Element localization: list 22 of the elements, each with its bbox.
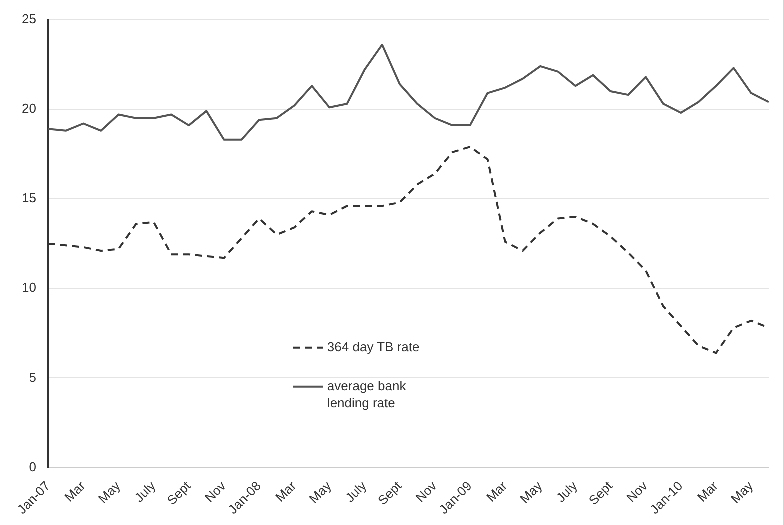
x-tick-label: Mar [694,478,722,505]
x-tick-label: Nov [412,478,440,506]
x-tick-label: July [342,478,370,506]
y-tick-label: 10 [22,280,36,296]
y-tick-label: 20 [22,100,36,116]
x-tick-label: Mar [272,478,300,505]
x-tick-label: Nov [624,478,651,506]
x-tick-label: May [517,478,546,506]
legend-label: average bank lending rate [327,378,407,410]
y-tick-label: 0 [29,459,36,474]
legend-label: 364 day TB rate [327,339,420,354]
x-tick-label: May [95,478,124,506]
y-tick-label: 5 [29,370,36,385]
y-tick-label: 25 [22,11,36,26]
x-tick-label: July [553,478,581,506]
x-tick-label: May [306,478,335,506]
x-tick-label: Nov [202,478,230,506]
x-tick-label: July [132,478,159,506]
y-tick-label: 15 [22,190,36,206]
x-tick-label: Mar [62,478,89,505]
x-tick-label: Mar [484,478,510,505]
x-tick-label: May [728,478,756,506]
